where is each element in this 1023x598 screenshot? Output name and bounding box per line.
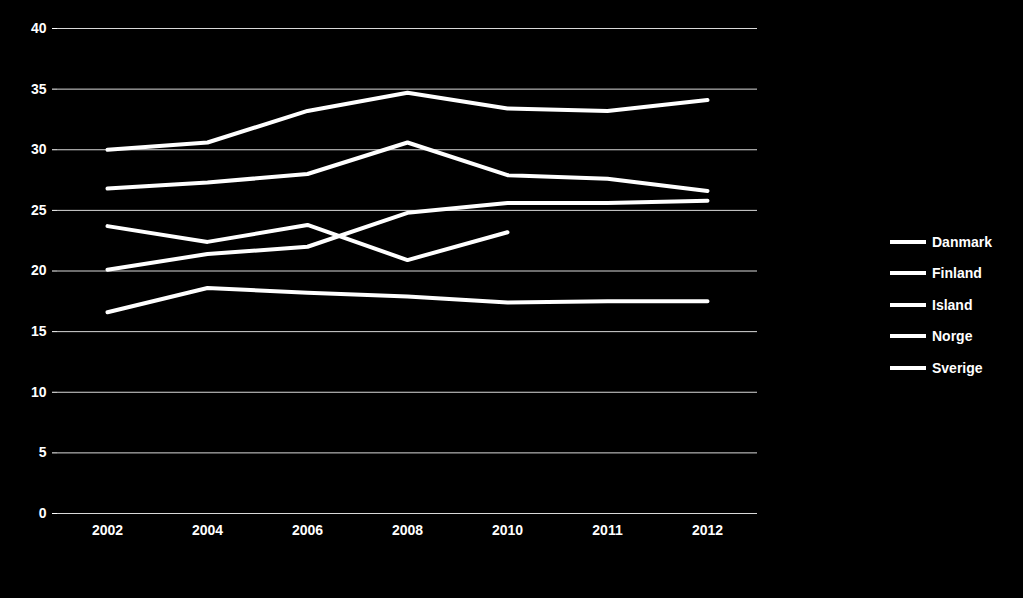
html-text:Finland: Finland	[932, 265, 982, 282]
svg-text:2011: 2011	[592, 522, 623, 538]
svg-text:25: 25	[31, 202, 47, 218]
svg-text:2010: 2010	[492, 522, 523, 538]
svg-text:40: 40	[31, 20, 47, 36]
svg-text:0: 0	[39, 505, 47, 521]
html-text:Island: Island	[932, 296, 973, 313]
html-text:Sverige: Sverige	[932, 359, 983, 376]
svg-text:5: 5	[39, 444, 47, 460]
svg-text:15: 15	[31, 323, 47, 339]
svg-text:10: 10	[31, 384, 47, 400]
svg-text:20: 20	[31, 262, 47, 278]
html-text:Norge: Norge	[932, 328, 973, 345]
svg-text:2012: 2012	[692, 522, 723, 538]
html-text:Danmark: Danmark	[932, 233, 992, 250]
svg-text:35: 35	[31, 81, 47, 97]
svg-text:2008: 2008	[392, 522, 423, 538]
svg-text:2002: 2002	[92, 522, 123, 538]
svg-text:30: 30	[31, 141, 47, 157]
svg-text:2004: 2004	[192, 522, 223, 538]
svg-text:2006: 2006	[292, 522, 323, 538]
